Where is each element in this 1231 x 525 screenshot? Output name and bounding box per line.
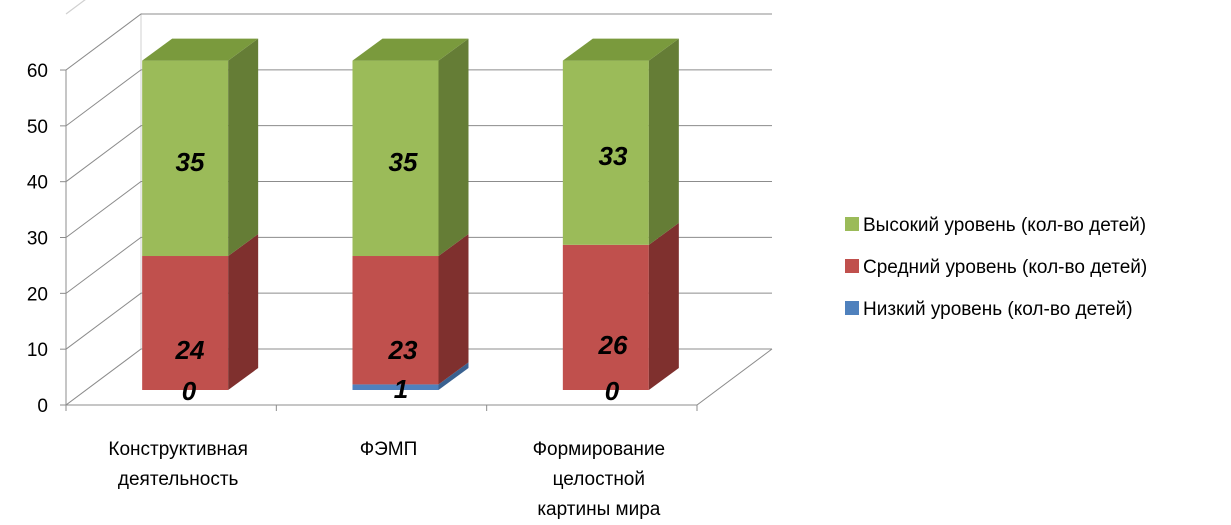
gridline bbox=[65, 292, 772, 350]
bar-stack bbox=[352, 38, 469, 390]
legend-item: Средний уровень (кол-во детей) bbox=[845, 257, 1147, 278]
bar-side bbox=[438, 362, 469, 390]
y-axis-tick-labels: 0 10 20 30 40 50 60 bbox=[27, 61, 48, 417]
x-category-label: Формирование целостной картины мира bbox=[533, 439, 666, 520]
bar-stack bbox=[142, 38, 259, 390]
y-tick-label: 20 bbox=[27, 284, 48, 305]
x-category-label: Конструктивная деятельность bbox=[108, 439, 247, 490]
bar-side bbox=[228, 234, 259, 390]
bar-front bbox=[562, 60, 649, 245]
legend-swatch bbox=[845, 301, 859, 315]
data-label: 0 bbox=[605, 376, 620, 406]
x-category-label: ФЭМП bbox=[360, 439, 418, 460]
data-label: 35 bbox=[176, 147, 205, 177]
bar-front bbox=[142, 60, 229, 257]
legend-item: Низкий уровень (кол-во детей) bbox=[845, 299, 1133, 320]
gridline bbox=[65, 236, 772, 294]
data-label: 23 bbox=[388, 335, 418, 365]
gridline bbox=[65, 69, 772, 127]
bar-stack bbox=[562, 38, 679, 390]
gridline bbox=[65, 181, 772, 238]
bars bbox=[142, 38, 679, 390]
bar-side bbox=[438, 234, 469, 385]
bar-side bbox=[438, 38, 469, 257]
y-tick-label: 30 bbox=[27, 229, 48, 250]
bar-top bbox=[142, 38, 259, 61]
bar-side bbox=[228, 38, 259, 257]
data-label: 35 bbox=[389, 147, 418, 177]
x-axis-category-labels: Конструктивная деятельность ФЭМП Формирован… bbox=[108, 439, 665, 520]
y-tick-label: 10 bbox=[27, 340, 48, 361]
data-label: 24 bbox=[175, 335, 205, 365]
legend-label: Высокий уровень (кол-во детей) bbox=[863, 215, 1146, 236]
legend-item: Высокий уровень (кол-во детей) bbox=[845, 215, 1146, 236]
bar-top bbox=[352, 38, 469, 61]
data-label: 33 bbox=[599, 141, 628, 171]
bar-front bbox=[352, 384, 439, 390]
legend-swatch bbox=[845, 259, 859, 273]
bar-front bbox=[352, 256, 439, 385]
gridlines bbox=[65, 13, 772, 406]
axes bbox=[60, 69, 773, 411]
y-tick-label: 60 bbox=[27, 61, 48, 82]
y-tick-label: 40 bbox=[27, 173, 48, 194]
legend-swatch bbox=[845, 217, 859, 231]
bar-top bbox=[562, 38, 679, 61]
bar-front bbox=[352, 60, 439, 257]
data-label: 1 bbox=[394, 374, 408, 404]
bar-front bbox=[142, 256, 229, 390]
gridline bbox=[65, 348, 772, 406]
bar-side bbox=[648, 222, 679, 390]
y-tick-label: 50 bbox=[27, 117, 48, 138]
data-labels: 0 24 35 1 23 35 0 26 33 bbox=[175, 141, 628, 406]
bar-front bbox=[562, 244, 649, 390]
gridline bbox=[65, 125, 772, 183]
legend-label: Средний уровень (кол-во детей) bbox=[863, 257, 1147, 278]
bar-side bbox=[648, 38, 679, 245]
data-label: 26 bbox=[598, 330, 628, 360]
y-tick-label: 0 bbox=[37, 396, 48, 417]
legend: Высокий уровень (кол-во детей) Средний ур… bbox=[845, 215, 1147, 320]
data-label: 0 bbox=[182, 376, 197, 406]
gridline bbox=[65, 13, 772, 71]
side-wall-top bbox=[65, 0, 86, 15]
legend-label: Низкий уровень (кол-во детей) bbox=[863, 299, 1133, 320]
